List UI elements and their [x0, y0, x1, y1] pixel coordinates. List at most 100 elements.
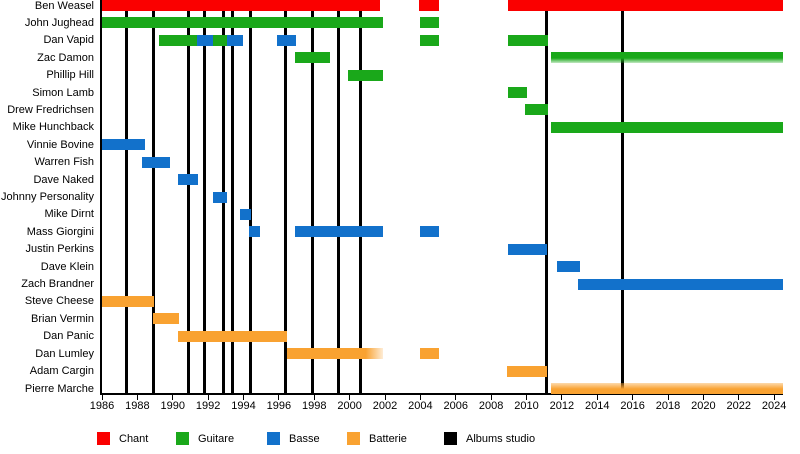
legend-swatch-chant [97, 432, 110, 445]
member-bar [294, 52, 331, 64]
member-bar [419, 348, 439, 360]
row-label: Dave Naked [33, 173, 94, 186]
tick-label: 2000 [337, 400, 362, 412]
row-label: Warren Fish [34, 156, 95, 169]
row-labels: Ben Weasel John Jughead Dan Vapid Zac Damon… [0, 0, 95, 395]
member-bar [102, 139, 146, 151]
axis-tick [526, 395, 528, 400]
tick-label: 2014 [585, 400, 610, 412]
row-label: Vinnie Bovine [26, 138, 94, 151]
legend: Chant Guitare Basse Batterie Albums studio [0, 432, 800, 450]
tick-label: 1990 [160, 400, 185, 412]
tick-label: 2008 [478, 400, 504, 412]
row-label: Phillip Hill [46, 69, 94, 82]
axis-tick [278, 395, 280, 400]
row-label: Zach Brandner [21, 278, 94, 291]
member-bar [577, 278, 783, 290]
member-bar [419, 226, 439, 238]
member-bar [102, 0, 380, 11]
legend-label: Guitare [198, 432, 235, 445]
member-bar [507, 243, 547, 255]
legend-label: Basse [289, 432, 320, 445]
member-bar [418, 0, 439, 11]
axis-tick [101, 395, 103, 400]
row-label: Adam Cargin [29, 365, 94, 378]
member-bar [524, 104, 548, 116]
tick-label: 2022 [726, 400, 752, 412]
album-line [336, 0, 340, 393]
tick-label: 2020 [691, 400, 716, 412]
row-label: Brian Vermin [31, 312, 94, 325]
axis-tick [738, 395, 740, 400]
legend-swatch-albums [444, 432, 457, 445]
member-bar [277, 34, 296, 46]
member-bar [141, 156, 171, 168]
member-bar [248, 226, 261, 238]
member-bar [507, 34, 548, 46]
row-label: Mike Dirnt [44, 208, 94, 221]
axis-tick [702, 395, 704, 400]
album-line [620, 0, 624, 393]
legend-item-guitare: Guitare [176, 432, 234, 445]
legend-item-basse: Basse [267, 432, 320, 445]
member-bar [419, 34, 439, 46]
member-bar [347, 69, 384, 81]
tick-label: 2016 [620, 400, 645, 412]
row-label: Dan Panic [43, 330, 94, 343]
legend-label: Albums studio [466, 432, 536, 445]
axis-tick [490, 395, 492, 400]
axis-tick [172, 395, 174, 400]
album-line [151, 0, 155, 393]
member-bar [212, 34, 227, 46]
axis-tick [419, 395, 421, 400]
legend-item-chant: Chant [97, 432, 148, 445]
axis-tick [561, 395, 563, 400]
album-line [310, 0, 314, 393]
tick-label: 1988 [125, 400, 150, 412]
legend-item-batterie: Batterie [347, 432, 407, 445]
album-line [545, 0, 549, 393]
tick-label: 2002 [372, 400, 398, 412]
x-axis: 1986 1988 1990 1992 1994 1996 1998 2000 2002 2004… [90, 395, 787, 417]
member-bar [102, 17, 384, 29]
member-bar [551, 383, 783, 395]
row-label: Dan Lumley [35, 347, 94, 360]
tick-label: 1998 [302, 400, 327, 412]
member-bar [226, 34, 243, 46]
axis-tick [773, 395, 775, 400]
legend-swatch-guitare [176, 432, 189, 445]
tick-label: 2018 [655, 400, 681, 412]
tick-label: 2024 [761, 400, 787, 412]
row-label: Drew Fredrichsen [7, 103, 94, 116]
album-line [125, 0, 129, 393]
album-line [231, 0, 235, 393]
album-line [249, 0, 253, 393]
member-bar [196, 34, 213, 46]
member-bar [507, 365, 547, 377]
tick-label: 1994 [231, 400, 256, 412]
legend-label: Batterie [369, 432, 407, 445]
album-line [283, 0, 287, 393]
member-bar [551, 52, 783, 64]
member-bar [239, 208, 252, 220]
member-bar [507, 0, 783, 11]
axis-tick [349, 395, 351, 400]
member-bar [159, 34, 197, 46]
member-bar [507, 87, 527, 99]
legend-swatch-batterie [347, 432, 360, 445]
tick-label: 2010 [514, 400, 539, 412]
row-label: Dan Vapid [43, 34, 94, 47]
axis-tick [632, 395, 634, 400]
axis-tick [243, 395, 244, 400]
member-bar [153, 313, 179, 325]
row-label: Mike Hunchback [12, 121, 94, 134]
member-bar [286, 348, 384, 360]
axis-tick [455, 395, 457, 400]
tick-label: 1996 [266, 400, 292, 412]
tick-label: 1986 [89, 400, 115, 412]
axis-tick [207, 395, 209, 400]
tick-label: 1992 [195, 400, 221, 412]
row-label: John Jughead [24, 16, 94, 29]
row-label: Simon Lamb [32, 86, 94, 99]
